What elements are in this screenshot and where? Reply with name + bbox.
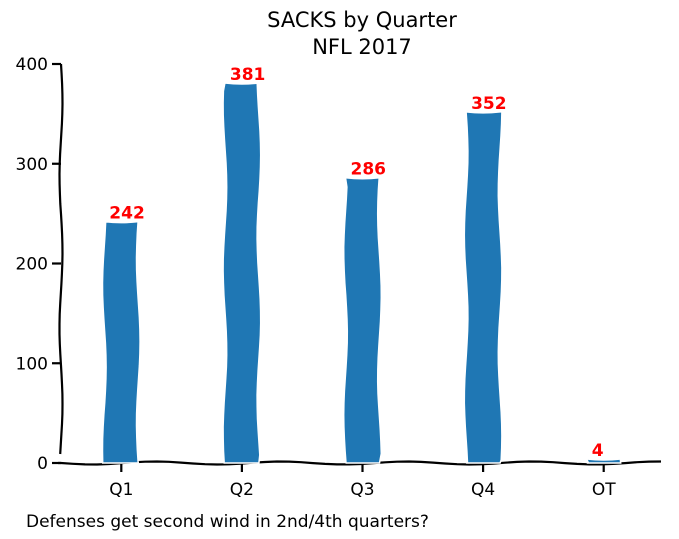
bar-q3 [342, 176, 383, 464]
bars [101, 82, 622, 464]
data-label-q4: 352 [471, 94, 507, 114]
bar-q1 [101, 220, 141, 464]
x-tick-label: Q3 [350, 480, 374, 500]
x-tick-label: OT [592, 480, 616, 500]
chart-subtitle: NFL 2017 [312, 35, 412, 59]
y-axis-line [58, 63, 64, 455]
x-axis-line [58, 460, 662, 466]
x-tick-label: Q2 [230, 480, 254, 500]
bar-q2 [222, 82, 262, 464]
y-tick-label: 300 [16, 155, 48, 175]
bar-q4 [463, 111, 503, 464]
y-tick-label: 0 [37, 454, 48, 474]
data-labels: 242 381 286 352 4 [108, 63, 605, 462]
y-tick-label: 100 [16, 354, 48, 374]
data-label-q1: 242 [109, 204, 145, 224]
y-tick-label: 400 [16, 55, 48, 75]
chart-title: SACKS by Quarter [267, 8, 457, 32]
data-label-q2: 381 [230, 65, 266, 85]
bar-ot [585, 458, 622, 464]
x-tick-label: Q4 [471, 480, 495, 500]
chart-annotation: Defenses get second wind in 2nd/4th quar… [26, 512, 429, 532]
data-label-ot: 4 [592, 441, 604, 461]
y-tick-label: 200 [16, 255, 48, 275]
data-label-q3: 286 [351, 160, 387, 180]
y-axis: 0 100 200 300 400 [16, 55, 64, 474]
x-tick-label: Q1 [109, 480, 133, 500]
x-axis: Q1 Q2 Q3 Q4 OT [58, 460, 662, 500]
